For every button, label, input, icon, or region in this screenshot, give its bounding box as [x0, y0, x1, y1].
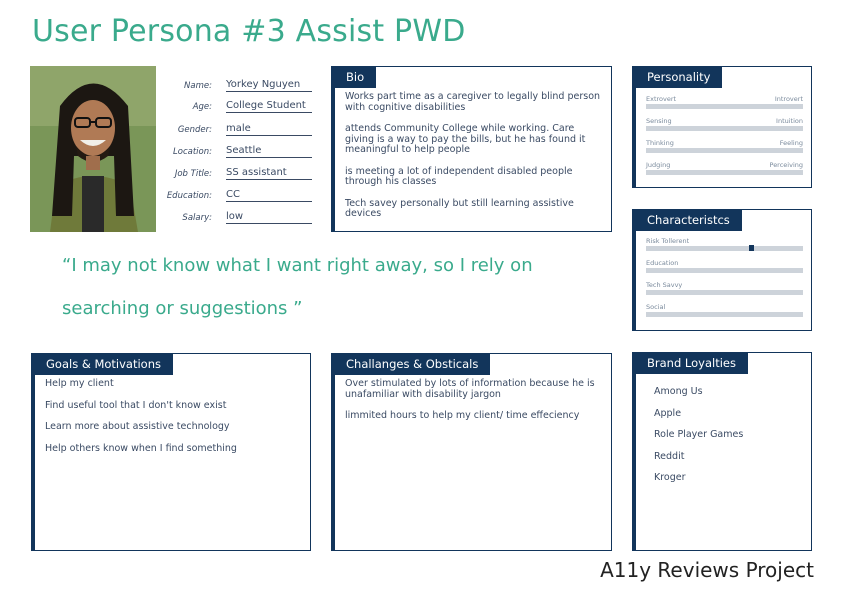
scale-right-label: Introvert [774, 95, 803, 103]
scale-bar [646, 126, 803, 131]
scale-left-label: Extrovert [646, 95, 677, 103]
bio-heading: Bio [334, 66, 377, 88]
scale-bar [646, 148, 803, 153]
bio-paragraph: attends Community College while working.… [345, 123, 586, 155]
list-item: Learn more about assistive technology [45, 421, 230, 432]
field-value: College Student [226, 100, 312, 113]
persona-photo [30, 66, 156, 232]
scale-left-label: Judging [646, 161, 671, 169]
field-job-title: Job Title: SS assistant [160, 167, 312, 181]
scale-right-label: Perceiving [769, 161, 804, 169]
field-value: SS assistant [226, 167, 312, 180]
characteristics-heading: Characteristcs [635, 209, 742, 231]
list-item: Over stimulated by lots of information b… [345, 378, 595, 400]
field-label: Job Title: [174, 169, 212, 179]
field-label: Salary: [182, 213, 212, 223]
personality-scale: Judging Perceiving [646, 161, 803, 181]
scale-bar [646, 104, 803, 109]
bio-paragraph: Tech savey personally but still learning… [345, 197, 574, 219]
bio-body: Works part time as a caregiver to legall… [345, 91, 601, 231]
list-item: Role Player Games [654, 429, 744, 440]
scale-bar [646, 170, 803, 175]
field-name: Name: Yorkey Nguyen [160, 79, 312, 93]
field-value: CC [226, 189, 312, 202]
field-label: Age: [192, 102, 212, 112]
field-education: Education: CC [160, 189, 312, 203]
bio-paragraph: is meeting a lot of independent disabled… [345, 165, 573, 187]
page-title: User Persona #3 Assist PWD [32, 14, 466, 49]
characteristic-scale: Tech Savvy [646, 281, 803, 301]
persona-quote-line: searching or suggestions ” [62, 298, 303, 319]
project-footer: A11y Reviews Project [600, 558, 814, 582]
brands-list: Among Us Apple Role Player Games Reddit … [654, 386, 801, 495]
field-gender: Gender: male [160, 123, 312, 137]
personality-scale: Extrovert Introvert [646, 95, 803, 115]
personality-panel: Personality Extrovert Introvert Sensing … [632, 66, 812, 188]
goals-list: Help my client Find useful tool that I d… [45, 378, 300, 465]
challenges-list: Over stimulated by lots of information b… [345, 378, 601, 433]
challenges-panel: Challanges & Obsticals Over stimulated b… [331, 353, 612, 551]
goals-panel: Goals & Motivations Help my client Find … [31, 353, 311, 551]
field-location: Location: Seattle [160, 145, 312, 159]
characteristic-scale: Risk Tollerent [646, 237, 803, 257]
characteristic-scale: Education [646, 259, 803, 279]
field-value: Seattle [226, 145, 312, 158]
characteristics-panel: Characteristcs Risk Tollerent Education … [632, 209, 812, 331]
list-item: Apple [654, 407, 682, 419]
bio-panel: Bio Works part time as a caregiver to le… [331, 66, 612, 232]
brands-heading: Brand Loyalties [635, 352, 748, 374]
list-item: Among Us [654, 386, 703, 397]
field-salary: Salary: low [160, 211, 312, 225]
field-value: male [226, 123, 312, 136]
field-label: Education: [166, 191, 212, 201]
field-age: Age: College Student [160, 100, 312, 114]
scale-right-label: Intuition [776, 117, 803, 125]
list-item: Help others know when I find something [45, 442, 237, 454]
field-label: Location: [173, 147, 212, 157]
characteristic-scale: Social [646, 303, 803, 323]
scale-label: Education [646, 259, 679, 267]
field-value: low [226, 211, 312, 224]
persona-quote-line: “I may not know what I want right away, … [62, 255, 533, 276]
field-label: Gender: [177, 125, 212, 135]
goals-heading: Goals & Motivations [34, 353, 173, 375]
scale-label: Risk Tollerent [646, 237, 690, 245]
challenges-heading: Challanges & Obsticals [334, 353, 491, 375]
scale-bar [646, 268, 803, 273]
scale-bar [646, 246, 803, 251]
list-item: Help my client [45, 378, 114, 389]
list-item: Reddit [654, 450, 685, 462]
list-item: limmited hours to help my client/ time e… [345, 410, 580, 421]
personality-scale: Sensing Intuition [646, 117, 803, 137]
scale-label: Social [646, 303, 666, 311]
persona-photo-illustration [30, 66, 156, 232]
scale-left-label: Sensing [646, 117, 672, 125]
field-label: Name: [184, 81, 212, 91]
scale-label: Tech Savvy [646, 281, 683, 289]
personality-scale: Thinking Feeling [646, 139, 803, 159]
bio-paragraph: Works part time as a caregiver to legall… [345, 91, 601, 113]
scale-right-label: Feeling [779, 139, 803, 147]
brands-panel: Brand Loyalties Among Us Apple Role Play… [632, 352, 812, 551]
field-value: Yorkey Nguyen [226, 79, 312, 92]
personality-heading: Personality [635, 66, 723, 88]
scale-bar [646, 290, 803, 295]
list-item: Find useful tool that I don't know exist [45, 399, 227, 411]
scale-left-label: Thinking [646, 139, 674, 147]
scale-marker [749, 245, 755, 251]
list-item: Kroger [654, 472, 686, 483]
scale-bar [646, 312, 803, 317]
